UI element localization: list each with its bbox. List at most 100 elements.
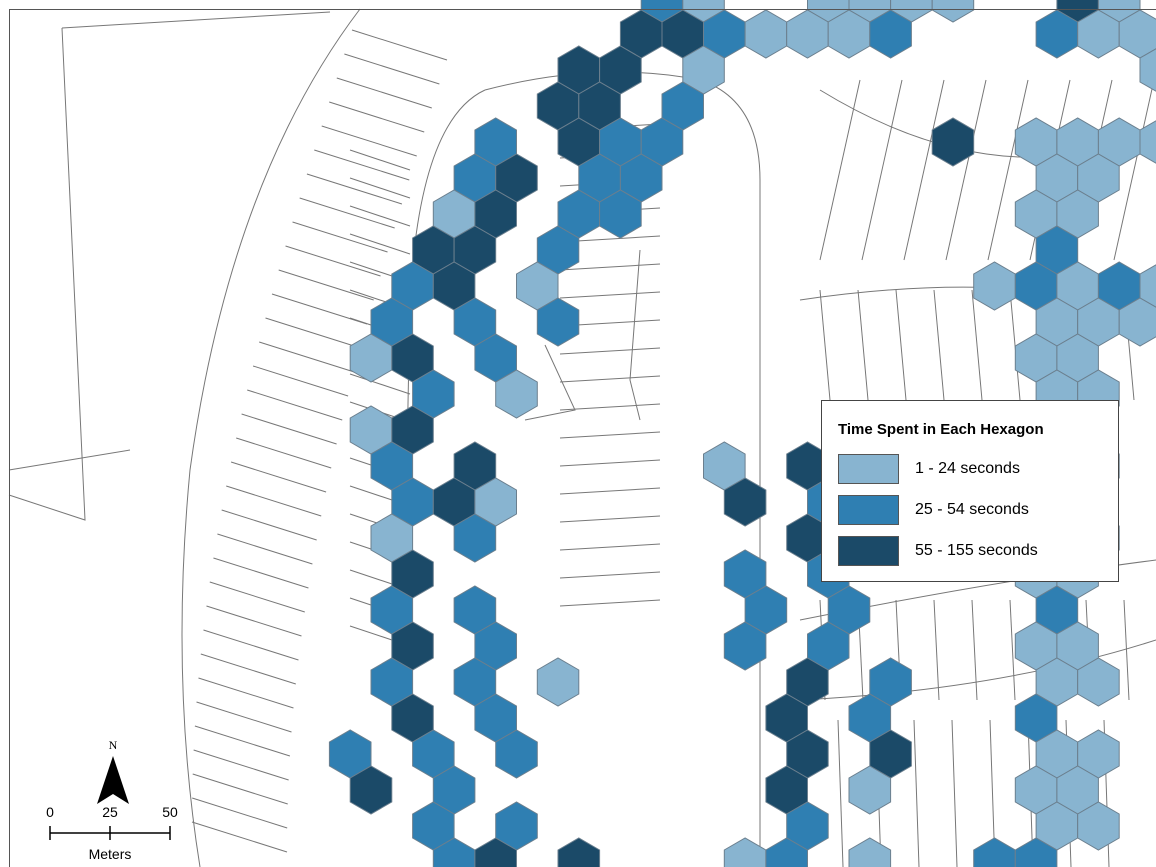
scale-bar-line [49, 826, 171, 840]
hexagon-low [1077, 657, 1120, 707]
parcel-line [349, 373, 411, 395]
parcel-line [292, 221, 388, 253]
parcel-line [1009, 599, 1016, 701]
parcel-line [559, 543, 661, 551]
parcel-line [314, 149, 410, 181]
hexagon-mid [495, 729, 538, 779]
parcel-line [191, 821, 288, 853]
legend-label-high: 55 - 155 seconds [915, 542, 1038, 559]
legend-swatch-high [838, 536, 899, 566]
parcel-line [203, 629, 299, 661]
road-edge [799, 639, 1156, 701]
legend: Time Spent in Each Hexagon 1 - 24 second… [821, 400, 1119, 582]
hexagon-low [1139, 48, 1156, 92]
hexagon-high [474, 837, 517, 867]
parcel-line [351, 29, 448, 61]
parcel-line [1009, 289, 1021, 401]
scale-tick-25: 25 [102, 804, 118, 820]
parcel-line [321, 125, 417, 157]
parcel-line [230, 461, 327, 493]
hexagon-low [536, 657, 580, 707]
hexagon-mid [765, 837, 808, 867]
parcel-line [217, 533, 313, 565]
north-arrow: N [96, 738, 130, 808]
parcel-line [1123, 599, 1130, 701]
legend-swatch-mid [838, 495, 899, 525]
parcel-line [192, 773, 288, 805]
parcel-line [559, 291, 661, 299]
parcel-line [559, 403, 661, 411]
parcel-line [196, 701, 292, 733]
hexagon-mid [432, 837, 476, 867]
parcel-line [951, 719, 958, 867]
hexagon-low [495, 369, 538, 419]
parcel-line [559, 515, 661, 523]
parcel-line [971, 289, 983, 401]
parcel-line [299, 197, 395, 229]
parcel-line [559, 459, 661, 467]
hexagon-high [557, 837, 601, 867]
parcel-line [559, 599, 661, 607]
north-label: N [108, 738, 118, 752]
hexagon-high [349, 765, 393, 815]
parcel-line [933, 599, 940, 701]
scale-bar: 0 25 50 Meters [40, 804, 190, 864]
parcel-line [349, 177, 411, 199]
legend-item-low: 1 - 24 seconds [838, 454, 1108, 484]
road-edge [181, 8, 361, 867]
hexagon-low [848, 837, 892, 867]
parcel-line [306, 173, 403, 205]
hexagon-low [973, 261, 1016, 311]
hexagon-low [744, 9, 788, 59]
hexagon-low [723, 837, 767, 867]
parcel-line [903, 79, 945, 261]
parcel-line [226, 485, 322, 517]
parcel-line [221, 509, 317, 541]
parcel-line [271, 293, 368, 325]
hexagon-low [1139, 120, 1156, 164]
parcel-line [971, 599, 978, 701]
legend-title: Time Spent in Each Hexagon [838, 421, 1044, 438]
hexagon-mid [1014, 837, 1058, 867]
parcel-line [213, 557, 309, 589]
parcel-line [252, 365, 349, 397]
parcel-line [819, 79, 861, 261]
parcel-line [559, 431, 661, 439]
parcel-line [236, 437, 332, 469]
parcel-line [192, 797, 288, 829]
parcel-line [344, 53, 440, 85]
parcel-line [837, 719, 844, 867]
hexagon-low [848, 765, 892, 815]
hexagon-low [1118, 9, 1156, 59]
north-arrow-icon [97, 756, 129, 804]
parcel-line [285, 245, 381, 277]
parcel-line [329, 101, 425, 133]
hexagon-mid [453, 513, 497, 563]
hexagon-low [1118, 297, 1156, 347]
parcel-line [895, 289, 907, 401]
parcel-line [206, 605, 302, 637]
parcel-line [349, 233, 411, 255]
parcel-line [349, 149, 411, 171]
parcel-line [933, 289, 945, 401]
parcel-line [913, 719, 920, 867]
parcel-line [247, 389, 343, 421]
legend-item-mid: 25 - 54 seconds [838, 495, 1108, 525]
parcel-line [278, 269, 374, 301]
scale-tick-0: 0 [46, 804, 54, 820]
parcel-line [945, 79, 987, 261]
scale-unit: Meters [88, 846, 132, 862]
parcel-line [8, 449, 131, 471]
parcel-line [559, 487, 661, 495]
legend-item-high: 55 - 155 seconds [838, 536, 1108, 566]
parcel-line [559, 571, 661, 579]
parcel-line [629, 249, 641, 421]
hexagon-mid [599, 189, 642, 239]
parcel-line [198, 677, 294, 709]
hexagon-mid [723, 621, 767, 671]
parcel-line [241, 413, 337, 445]
parcel-line [559, 375, 661, 383]
hexagon-mid [869, 9, 912, 59]
legend-label-mid: 25 - 54 seconds [915, 501, 1029, 518]
